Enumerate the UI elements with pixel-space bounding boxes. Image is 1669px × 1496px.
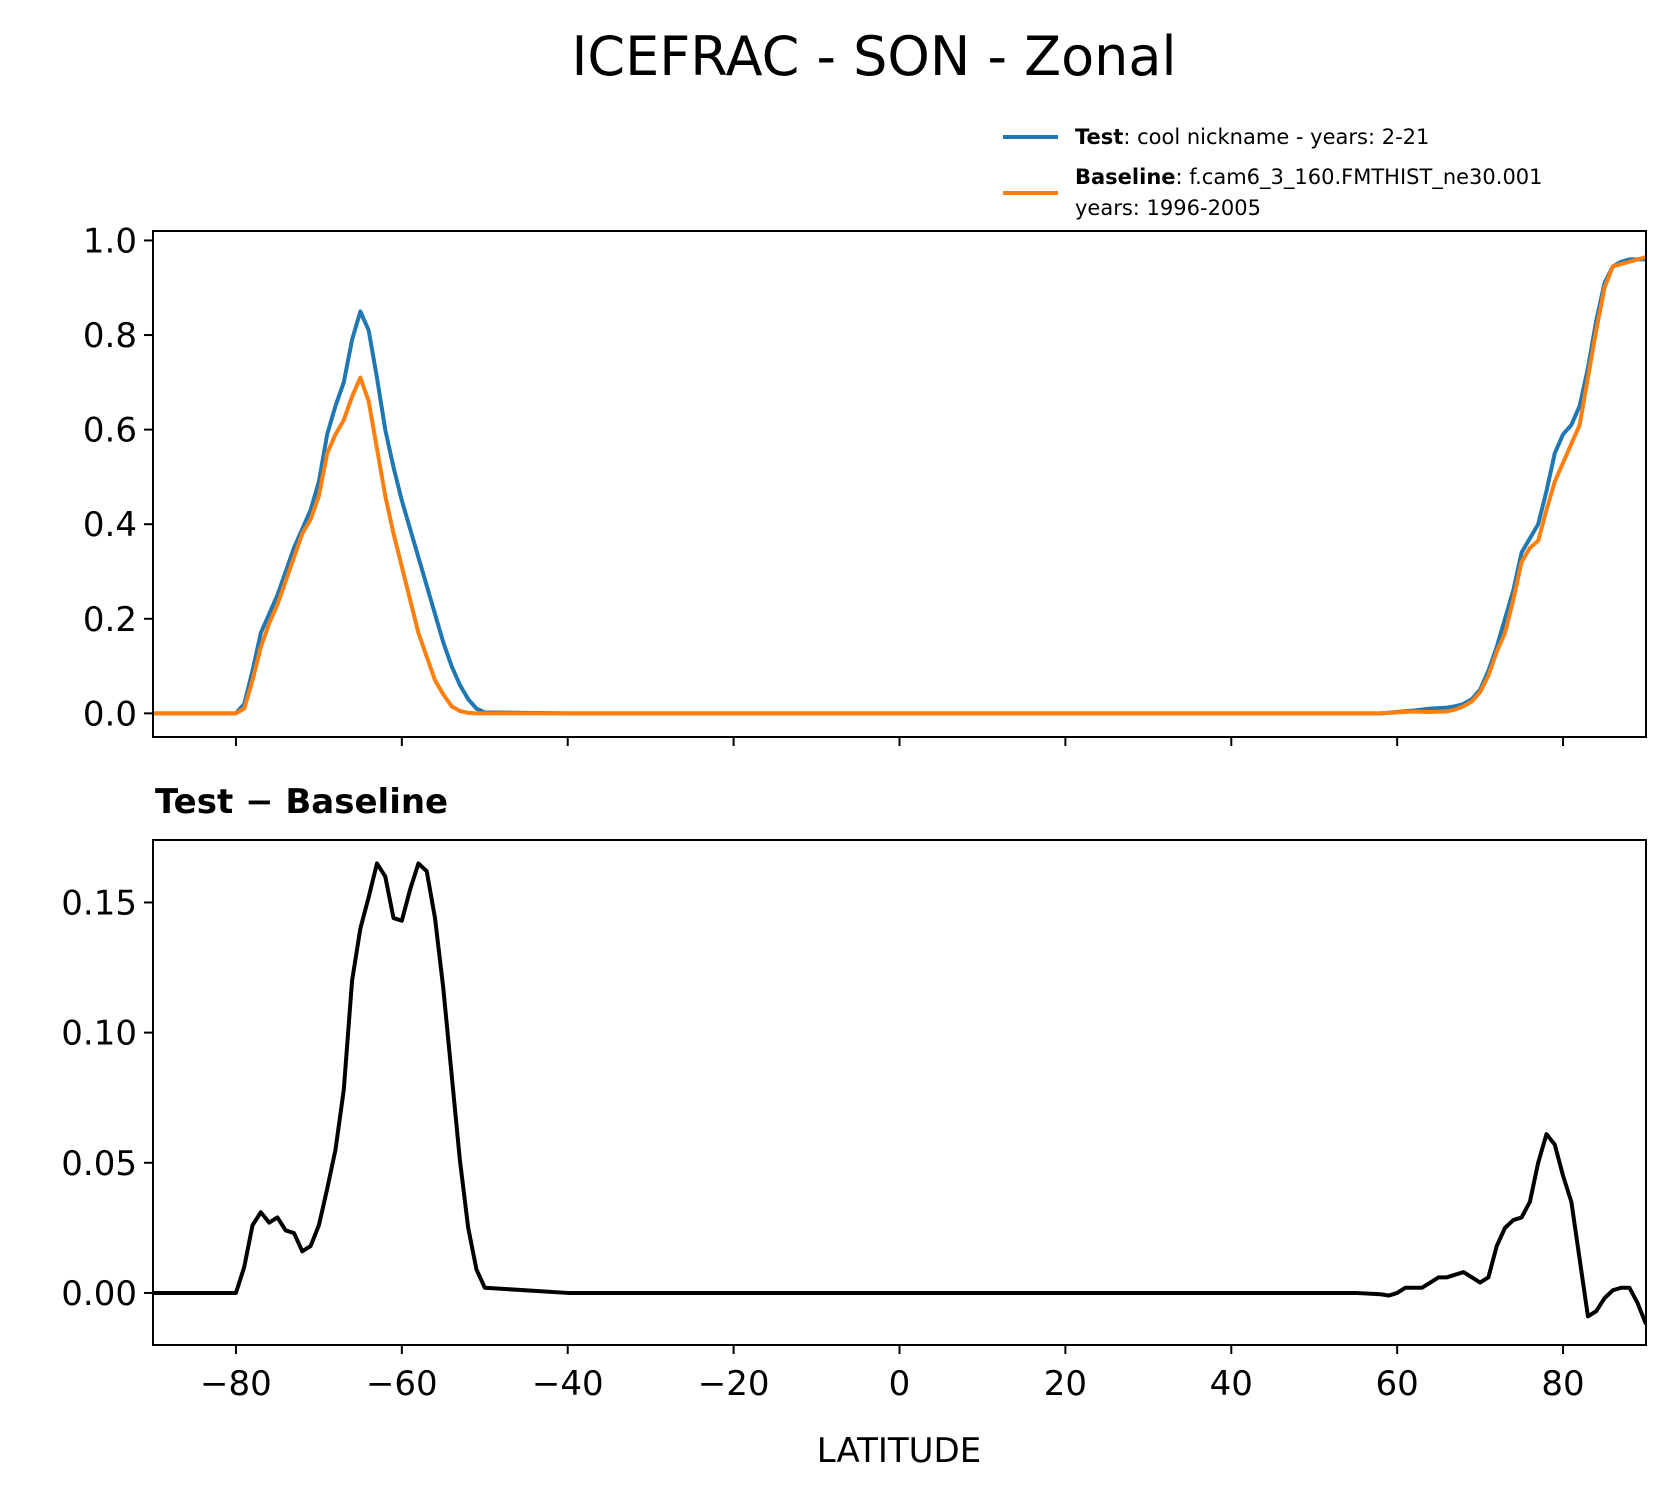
top-ytick-label: 0.2: [83, 600, 137, 640]
top-panel: 0.0 0.2 0.4 0.6 0.8 1.0: [83, 221, 1647, 746]
legend-baseline-entry: Baseline: f.cam6_3_160.FMTHIST_ne30.001: [1075, 165, 1543, 190]
legend-baseline-desc: : f.cam6_3_160.FMTHIST_ne30.001: [1176, 165, 1543, 190]
legend-test-entry: Test: cool nickname - years: 2-21: [1075, 125, 1429, 149]
bottom-xtick-label: 0: [889, 1364, 911, 1404]
top-series-test-line: [153, 257, 1646, 716]
legend-baseline-label: Baseline: [1075, 165, 1176, 189]
bottom-ytick-label: 0.00: [61, 1274, 137, 1314]
bottom-ytick-label: 0.05: [61, 1144, 137, 1184]
x-axis-label: LATITUDE: [817, 1431, 981, 1471]
bottom-xtick-label: −80: [200, 1364, 272, 1404]
bottom-ticks: 0.00 0.05 0.10 0.15 −80 −60 −40 −20 0 20 40 60 80: [61, 883, 1584, 1404]
bottom-panel: Test − Baseline 0.00 0.05 0.10 0.15 −80 −60 −4…: [61, 782, 1647, 1471]
legend-test-label: Test: [1075, 125, 1123, 149]
bottom-xtick-label: −60: [366, 1364, 438, 1404]
legend-baseline-desc2: years: 1996-2005: [1075, 196, 1261, 220]
top-ytick-label: 0.0: [83, 694, 137, 734]
bottom-xtick-label: −20: [698, 1364, 770, 1404]
figure-title: ICEFRAC - SON - Zonal: [572, 25, 1177, 88]
bottom-xtick-label: 80: [1541, 1364, 1584, 1404]
bottom-xtick-label: 40: [1210, 1364, 1253, 1404]
top-series-group: [153, 255, 1646, 716]
bottom-xtick-label: 60: [1376, 1364, 1419, 1404]
bottom-axes-frame: [152, 839, 1647, 1346]
top-series-baseline-line: [153, 255, 1646, 716]
top-ytick-label: 0.6: [83, 411, 137, 451]
bottom-ytick-label: 0.15: [61, 883, 137, 923]
top-ytick-label: 0.4: [83, 505, 137, 545]
bottom-series-group: [153, 861, 1646, 1325]
bottom-ytick-label: 0.10: [61, 1014, 137, 1054]
top-ytick-label: 1.0: [83, 221, 137, 261]
bottom-panel-title: Test − Baseline: [155, 782, 448, 822]
legend: Test: cool nickname - years: 2-21 Baseli…: [1003, 125, 1543, 220]
bottom-xtick-label: 20: [1044, 1364, 1087, 1404]
top-ytick-label: 0.8: [83, 316, 137, 356]
bottom-xtick-label: −40: [532, 1364, 604, 1404]
top-ticks: 0.0 0.2 0.4 0.6 0.8 1.0: [83, 221, 1565, 746]
bottom-series-difference-line: [153, 861, 1646, 1325]
legend-test-desc: : cool nickname - years: 2-21: [1123, 125, 1429, 149]
top-axes-frame: [152, 230, 1647, 738]
